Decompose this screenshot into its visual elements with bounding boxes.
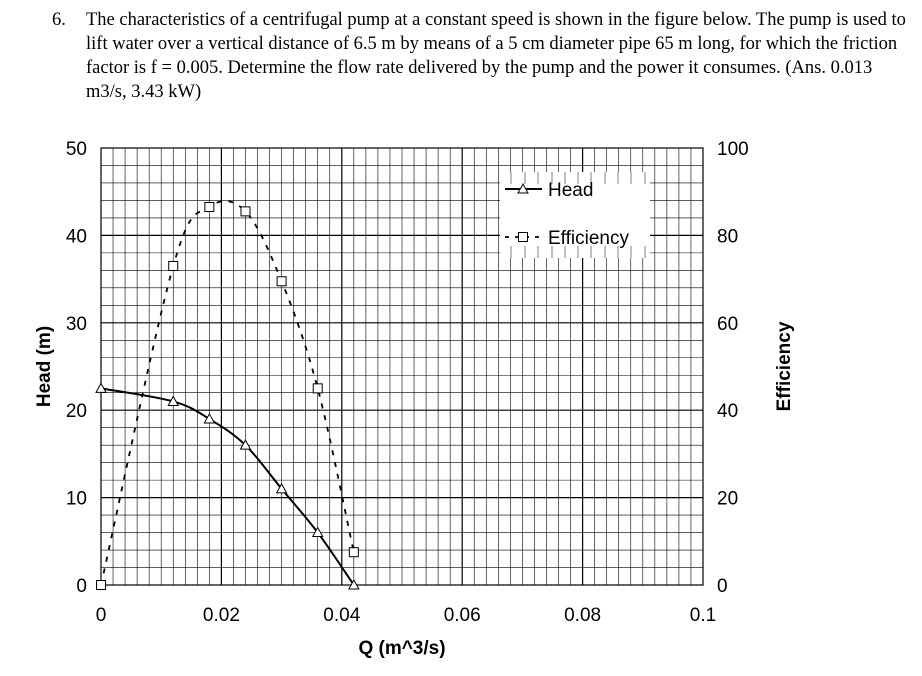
- efficiency-data-point: [204, 201, 215, 212]
- x-tick-label: 0.06: [444, 605, 481, 626]
- x-tick-label: 0.08: [564, 605, 601, 626]
- head-data-point: [239, 439, 252, 450]
- efficiency-data-point: [312, 383, 323, 394]
- head-data-point: [203, 412, 216, 424]
- y2-tick-label: 100: [717, 139, 749, 160]
- x-tick-label: 0.04: [323, 605, 360, 626]
- y-tick-label: 30: [66, 314, 87, 335]
- y-tick-label: 50: [66, 139, 87, 160]
- legend-label: Efficiency: [548, 228, 629, 249]
- y-tick-label: 10: [66, 489, 87, 510]
- y2-axis-title: Efficiency: [774, 321, 795, 411]
- chart-grid: [101, 148, 703, 585]
- plot-frame: [100, 147, 704, 586]
- efficiency-data-point: [518, 232, 528, 242]
- head-curve: [100, 387, 355, 586]
- y-tick-label: 20: [66, 401, 87, 422]
- x-tick-label: 0.02: [203, 605, 240, 626]
- head-data-point: [95, 382, 107, 393]
- y-axis-title: Head (m): [34, 326, 55, 407]
- problem-number: 6.: [52, 10, 66, 30]
- y2-tick-label: 20: [717, 489, 738, 510]
- chart-legend: Head Efficiency: [500, 172, 650, 258]
- x-tick-label: 0.1: [690, 605, 716, 626]
- efficiency-data-point: [240, 206, 251, 217]
- y-tick-label: 0: [76, 576, 87, 597]
- head-data-point: [347, 578, 360, 590]
- efficiency-data-point: [348, 547, 359, 558]
- head-data-point: [275, 482, 288, 494]
- chart-axes: 0 10 20 30 40 50 0 20 40 60 80 100 0 0.02 0.04 0.06 0.08…: [34, 139, 795, 659]
- efficiency-data-point: [168, 260, 179, 271]
- legend-background: [500, 172, 650, 258]
- x-tick-label: 0: [96, 605, 107, 626]
- legend-label: Head: [548, 180, 593, 201]
- plot-border: [100, 147, 704, 586]
- head-data-point: [517, 182, 529, 194]
- efficiency-data-point: [276, 276, 287, 287]
- head-data-point: [167, 395, 180, 406]
- x-axis-title: Q (m^3/s): [358, 638, 445, 659]
- y2-tick-label: 80: [717, 226, 738, 247]
- chart-series: [95, 200, 360, 590]
- efficiency-data-point: [96, 580, 106, 590]
- y2-tick-label: 60: [717, 314, 738, 335]
- y-tick-label: 40: [66, 226, 87, 247]
- problem-statement: 6. The characteristics of a centrifugal …: [52, 8, 912, 104]
- problem-text: The characteristics of a centrifugal pum…: [86, 10, 906, 102]
- y2-tick-label: 40: [717, 401, 738, 422]
- y2-tick-label: 0: [717, 576, 728, 597]
- head-data-point: [311, 526, 324, 538]
